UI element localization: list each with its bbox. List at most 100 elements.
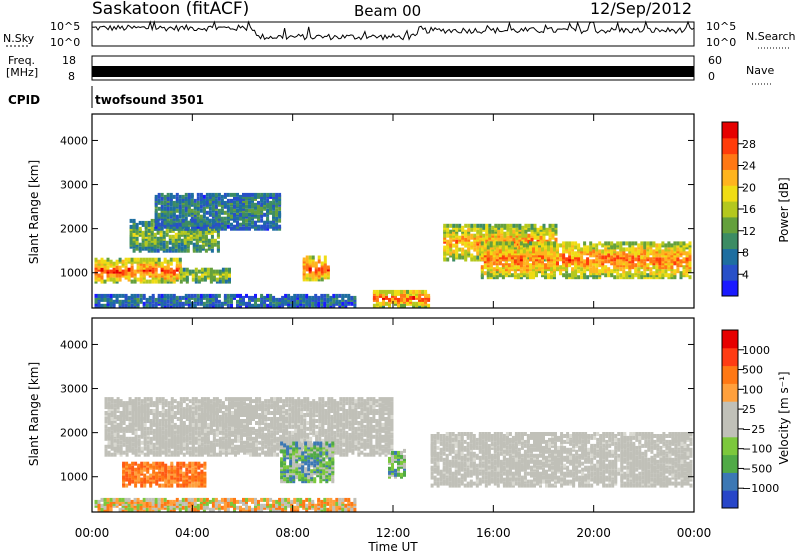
scatter-cell [163,200,167,205]
scatter-cell [148,295,152,300]
scatter-cell [164,479,168,484]
scatter-cell [121,299,125,304]
scatter-cell [513,243,517,248]
scatter-cell [107,401,111,406]
scatter-cell [649,271,653,276]
scatter-cell [115,277,119,282]
scatter-cell [279,434,283,439]
scatter-cell [112,261,116,266]
scatter-cell [270,411,274,415]
scatter-cell [270,438,274,443]
scatter-cell [449,223,453,228]
scatter-cell [245,293,248,298]
scatter-cell [598,259,602,264]
scatter-cell [507,241,511,246]
scatter-cell [136,265,140,270]
scatter-cell [527,227,531,232]
scatter-cell [201,234,205,239]
scatter-cell [553,241,556,246]
scatter-cell [604,265,608,270]
scatter-cell [236,192,239,197]
scatter-cell [559,253,563,258]
scatter-cell [185,397,189,402]
scatter-cell [107,440,111,445]
scatter-cell [203,444,207,449]
scatter-cell [182,479,186,484]
scatter-cell [107,421,111,425]
scatter-cell [170,405,174,410]
scatter-cell [562,249,566,254]
scatter-cell [228,397,231,402]
scatter-cell [257,303,260,308]
scatter-cell [242,295,245,300]
scatter-cell [317,255,321,260]
scatter-cell [302,293,306,298]
scatter-cell [243,440,246,445]
scatter-cell [503,231,507,236]
scatter-cell [216,240,220,245]
scatter-cell [202,214,206,219]
scatter-cell [613,261,617,266]
scatter-cell [109,293,113,298]
scatter-cell [323,263,327,268]
freq-tick-top: 18 [62,54,76,67]
scatter-cell [470,253,474,258]
scatter-cell [221,421,225,425]
scatter-cell [199,293,203,298]
scatter-cell [488,227,492,232]
scatter-cell [300,407,304,412]
scatter-cell [112,277,116,282]
scatter-cell [551,223,555,228]
scatter-cell [236,216,239,221]
scatter-cell [544,245,547,250]
scatter-cell [509,227,513,232]
scatter-cell [150,236,154,241]
scatter-cell [213,228,217,233]
scatter-cell [248,216,251,221]
scatter-cell [251,303,254,308]
scatter-cell [178,198,182,203]
scatter-cell [652,265,656,270]
scatter-cell [296,299,300,304]
scatter-cell [208,218,212,223]
scatter-cell [150,222,154,227]
scatter-cell [305,299,309,304]
scatter-cell [476,229,480,234]
scatter-cell [217,208,221,213]
colorbar-tick-label: 20 [742,181,756,194]
scatter-cell [522,249,526,254]
scatter-cell [155,461,159,466]
scatter-cell [634,267,638,272]
scatter-cell [179,461,183,466]
scatter-cell [172,194,176,199]
scatter-cell [109,259,113,264]
scatter-cell [173,465,177,470]
colorbar-swatch [722,153,738,170]
scatter-cell [443,245,447,250]
scatter-cell [248,301,251,306]
scatter-cell [205,297,209,302]
scatter-cell [309,411,313,415]
scatter-cell [412,289,416,294]
scatter-cell [308,255,312,260]
scatter-cell [221,440,225,445]
scatter-cell [161,430,165,435]
scatter-cell [158,483,162,488]
scatter-cell [152,442,156,447]
scatter-cell [168,246,172,251]
scatter-cell [682,269,686,274]
scatter-cell [119,434,123,439]
scatter-cell [646,251,650,256]
scatter-cell [251,220,254,225]
freq-label-line1: Freq. [8,54,35,67]
scatter-cell [214,303,218,308]
scatter-cell [164,428,168,433]
scatter-cell [595,267,599,272]
scatter-cell [233,212,236,217]
scatter-cell [257,297,260,302]
scatter-cell [269,220,273,225]
scatter-cell [341,301,345,306]
scatter-cell [174,248,178,253]
scatter-cell [272,303,276,308]
nsearch-label: N.Search [746,30,796,43]
